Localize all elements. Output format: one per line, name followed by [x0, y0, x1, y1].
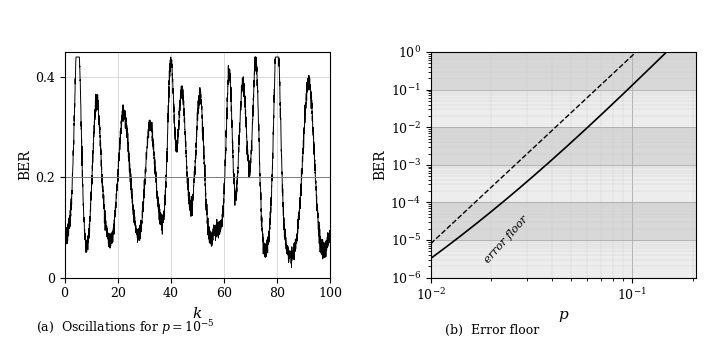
Bar: [431, 240, 696, 278]
Text: (a)  Oscillations for $p = 10^{-5}$: (a) Oscillations for $p = 10^{-5}$: [36, 318, 215, 337]
X-axis label: $p$: $p$: [558, 309, 569, 324]
Text: error floor: error floor: [482, 214, 529, 265]
Bar: [431, 90, 696, 127]
Text: (b)  Error floor: (b) Error floor: [444, 324, 539, 337]
Y-axis label: BER: BER: [18, 150, 32, 180]
Bar: [431, 165, 696, 202]
X-axis label: $k$: $k$: [192, 306, 202, 321]
Y-axis label: BER: BER: [373, 150, 388, 180]
